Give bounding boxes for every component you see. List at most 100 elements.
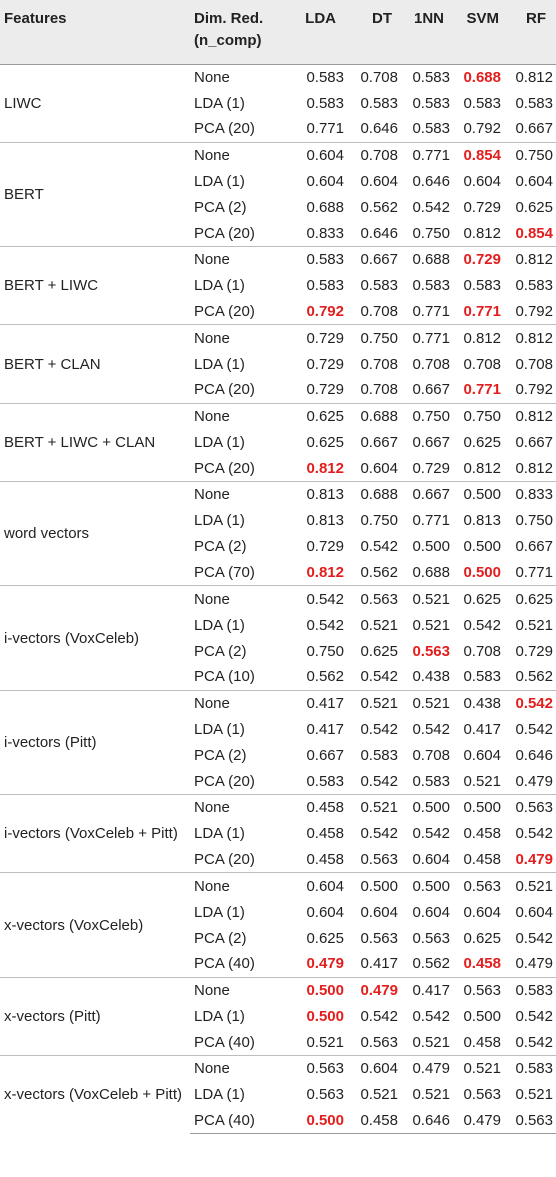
svm-score-cell: 0.771 bbox=[463, 303, 501, 321]
dt-score-cell: 0.583 bbox=[360, 94, 398, 112]
dt-score-cell: 0.667 bbox=[360, 433, 398, 451]
lda-score-cell: 0.625 bbox=[306, 929, 344, 947]
dt-score-cell: 0.646 bbox=[360, 120, 398, 138]
dim-red-cell: PCA (20) bbox=[194, 851, 255, 869]
1nn-score-cell: 0.771 bbox=[400, 324, 452, 352]
1nn-score-cell: 0.583 bbox=[400, 63, 452, 91]
dim-red-cell: None bbox=[190, 1055, 296, 1082]
dt-score-cell: 0.542 bbox=[360, 538, 398, 556]
dim-red-cell: LDA (1) bbox=[194, 277, 245, 295]
1nn-score-cell: 0.583 bbox=[412, 277, 450, 295]
svm-score-cell: 0.479 bbox=[452, 1107, 505, 1135]
dim-red-cell: LDA (1) bbox=[194, 1086, 245, 1104]
feature-cell: BERT bbox=[0, 141, 190, 247]
header-rf: RF bbox=[526, 10, 546, 27]
table-row: LDA (1) 0.563 0.521 0.521 0.563 0.521 bbox=[0, 1082, 556, 1108]
feature-cell: x-vectors (VoxCeleb + Pitt) bbox=[0, 1055, 190, 1134]
1nn-score-cell: 0.563 bbox=[412, 929, 450, 947]
dt-score-cell: 0.604 bbox=[360, 459, 398, 477]
dim-red-cell: LDA (1) bbox=[194, 616, 245, 634]
dt-score-cell: 0.479 bbox=[348, 976, 400, 1004]
svm-score-cell: 0.604 bbox=[463, 746, 501, 764]
dt-score-cell: 0.646 bbox=[360, 224, 398, 242]
1nn-score-cell: 0.750 bbox=[400, 402, 452, 430]
1nn-score-cell: 0.729 bbox=[412, 459, 450, 477]
1nn-score-cell: 0.667 bbox=[412, 433, 450, 451]
table-row: PCA (40) 0.500 0.458 0.646 0.479 0.563 bbox=[0, 1107, 556, 1135]
rf-score-cell: 0.562 bbox=[515, 668, 553, 686]
1nn-score-cell: 0.500 bbox=[400, 872, 452, 899]
table-row: i-vectors (VoxCeleb) None 0.542 0.563 0.521 0… bbox=[0, 585, 556, 691]
dim-red-cell: LDA (1) bbox=[194, 1007, 245, 1025]
lda-score-cell: 0.833 bbox=[306, 224, 344, 242]
svm-score-cell: 0.458 bbox=[463, 955, 501, 973]
1nn-score-cell: 0.771 bbox=[412, 303, 450, 321]
svm-score-cell: 0.813 bbox=[463, 512, 501, 530]
dt-score-cell: 0.458 bbox=[348, 1107, 400, 1135]
svm-score-cell: 0.708 bbox=[463, 642, 501, 660]
table-row: i-vectors (Pitt) None 0.417 0.521 0.521 0.438… bbox=[0, 689, 556, 795]
svm-score-cell: 0.458 bbox=[463, 1033, 501, 1051]
rf-score-cell: 0.542 bbox=[515, 720, 553, 738]
lda-score-cell: 0.583 bbox=[306, 772, 344, 790]
table-row: PCA (40) 0.479 0.417 0.562 0.458 0.479 bbox=[0, 951, 556, 977]
feature-cell: x-vectors (Pitt) bbox=[0, 976, 190, 1056]
dt-score-cell: 0.562 bbox=[360, 199, 398, 217]
lda-score-cell: 0.604 bbox=[296, 872, 348, 899]
header-features: Features bbox=[4, 10, 67, 27]
1nn-score-cell: 0.500 bbox=[412, 538, 450, 556]
rf-score-cell: 0.750 bbox=[515, 512, 553, 530]
table-row: LDA (1) 0.417 0.542 0.542 0.417 0.542 bbox=[0, 716, 556, 742]
1nn-score-cell: 0.542 bbox=[412, 1007, 450, 1025]
1nn-score-cell: 0.521 bbox=[400, 585, 452, 612]
svm-score-cell: 0.500 bbox=[463, 564, 501, 582]
feature-cell: BERT + LIWC + CLAN bbox=[0, 402, 190, 482]
dim-red-cell: None bbox=[190, 141, 296, 169]
dt-score-cell: 0.708 bbox=[360, 303, 398, 321]
rf-score-cell: 0.854 bbox=[515, 224, 553, 242]
dim-red-cell: None bbox=[190, 246, 296, 273]
1nn-score-cell: 0.667 bbox=[400, 480, 452, 508]
table-row: PCA (20) 0.792 0.708 0.771 0.771 0.792 bbox=[0, 299, 556, 325]
svm-score-cell: 0.583 bbox=[463, 668, 501, 686]
dim-red-cell: None bbox=[190, 585, 296, 612]
dim-red-cell: LDA (1) bbox=[194, 355, 245, 373]
dim-red-cell: None bbox=[190, 794, 296, 821]
1nn-score-cell: 0.521 bbox=[412, 616, 450, 634]
svm-score-cell: 0.750 bbox=[452, 402, 505, 430]
1nn-score-cell: 0.521 bbox=[412, 1086, 450, 1104]
table-row: PCA (70) 0.812 0.562 0.688 0.500 0.771 bbox=[0, 560, 556, 586]
table-row: PCA (20) 0.458 0.563 0.604 0.458 0.479 bbox=[0, 847, 556, 873]
rf-score-cell: 0.542 bbox=[515, 1007, 553, 1025]
rf-score-cell: 0.646 bbox=[515, 746, 553, 764]
dim-red-cell: PCA (40) bbox=[194, 1033, 255, 1051]
table-row: LDA (1) 0.458 0.542 0.542 0.458 0.542 bbox=[0, 821, 556, 847]
rf-score-cell: 0.812 bbox=[505, 63, 556, 91]
dim-red-cell: LDA (1) bbox=[194, 172, 245, 190]
svm-score-cell: 0.583 bbox=[463, 277, 501, 295]
svm-score-cell: 0.563 bbox=[452, 872, 505, 899]
lda-score-cell: 0.500 bbox=[296, 1107, 348, 1135]
dim-red-cell: PCA (10) bbox=[194, 668, 255, 686]
rf-score-cell: 0.583 bbox=[515, 277, 553, 295]
dim-red-cell: None bbox=[190, 872, 296, 899]
table-row: PCA (20) 0.583 0.542 0.583 0.521 0.479 bbox=[0, 769, 556, 795]
table-body: LIWC None 0.583 0.708 0.583 0.688 0.812 LDA (1)… bbox=[0, 63, 556, 1135]
1nn-score-cell: 0.583 bbox=[412, 94, 450, 112]
table-row: x-vectors (Pitt) None 0.500 0.479 0.417 0.563… bbox=[0, 976, 556, 1056]
header-dim-red-line2: (n_comp) bbox=[194, 32, 262, 49]
rf-score-cell: 0.521 bbox=[515, 1086, 553, 1104]
rf-score-cell: 0.729 bbox=[515, 642, 553, 660]
table-row: LDA (1) 0.583 0.583 0.583 0.583 0.583 bbox=[0, 90, 556, 116]
dt-score-cell: 0.562 bbox=[360, 564, 398, 582]
table-row: PCA (2) 0.688 0.562 0.542 0.729 0.625 bbox=[0, 194, 556, 220]
dt-score-cell: 0.563 bbox=[360, 929, 398, 947]
svm-score-cell: 0.521 bbox=[463, 772, 501, 790]
svm-score-cell: 0.604 bbox=[463, 903, 501, 921]
dim-red-cell: PCA (20) bbox=[194, 120, 255, 138]
feature-cell: i-vectors (VoxCeleb + Pitt) bbox=[0, 794, 190, 873]
dt-score-cell: 0.521 bbox=[348, 689, 400, 717]
header-lda: LDA bbox=[305, 10, 336, 27]
dt-score-cell: 0.708 bbox=[348, 63, 400, 91]
1nn-score-cell: 0.708 bbox=[412, 746, 450, 764]
